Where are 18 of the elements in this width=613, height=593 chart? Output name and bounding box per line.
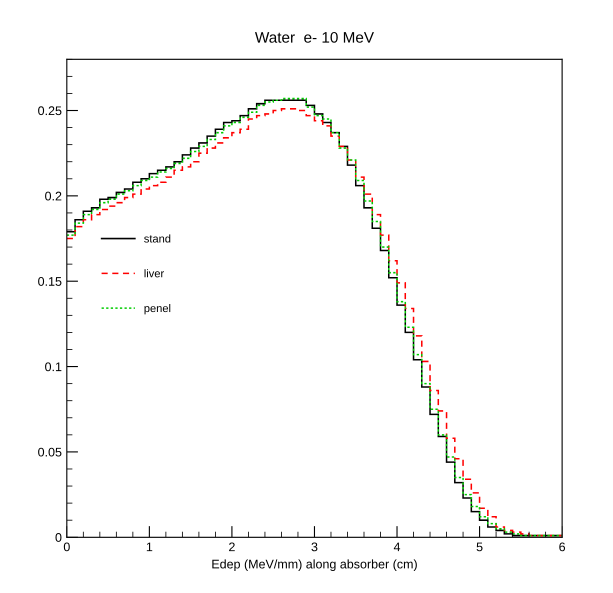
x-axis-title: Edep (MeV/mm) along absorber (cm) bbox=[212, 559, 417, 571]
chart-title: Water e- 10 MeV bbox=[254, 32, 374, 43]
x-tick-label: 0 bbox=[64, 542, 70, 552]
y-tick-label: 0.2 bbox=[45, 192, 62, 201]
x-tick-label: 2 bbox=[229, 542, 235, 552]
y-tick-label: 0.1 bbox=[45, 362, 62, 372]
x-tick-label: 5 bbox=[476, 542, 483, 552]
x-tick-label: 4 bbox=[394, 542, 400, 552]
x-tick-label: 1 bbox=[146, 542, 152, 552]
x-tick-label: 3 bbox=[311, 542, 318, 552]
series-label: stand bbox=[144, 234, 170, 243]
x-tick-label: 6 bbox=[559, 542, 566, 552]
series-label: penel bbox=[144, 304, 170, 314]
y-tick-label: 0.05 bbox=[38, 448, 62, 457]
y-tick-label: 0.25 bbox=[38, 106, 62, 116]
y-tick-label: 0 bbox=[55, 533, 62, 542]
series-label: liver bbox=[144, 269, 164, 278]
y-tick-label: 0.15 bbox=[38, 277, 62, 286]
